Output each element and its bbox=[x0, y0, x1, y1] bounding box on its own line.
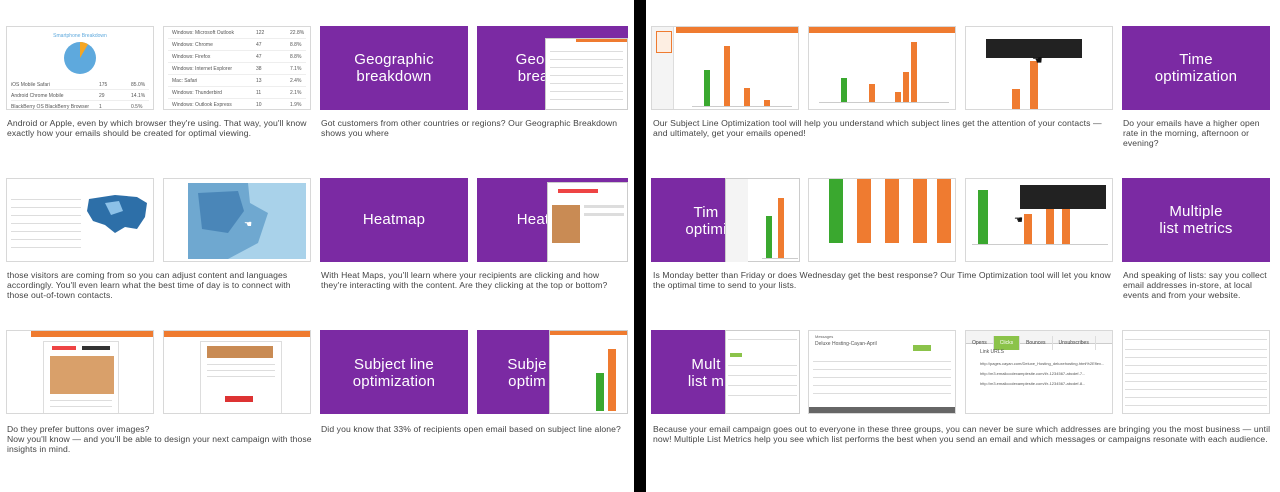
message-detail-header: Messages bbox=[815, 334, 834, 339]
hand-cursor-icon: ☚ bbox=[1032, 53, 1043, 67]
time-chart-screenshot bbox=[725, 178, 800, 262]
multiple-list-metrics-partial-label: Mult list m bbox=[687, 356, 725, 390]
caption-geographic: Got customers from other countries or re… bbox=[321, 118, 618, 138]
tooltip-box bbox=[986, 39, 1082, 58]
subject-line-slide-tile[interactable]: Subje optim bbox=[477, 330, 628, 414]
caption-campaign-groups: Because your email campaign goes out to … bbox=[653, 424, 1271, 444]
heatmap-label: Heatmap bbox=[362, 211, 426, 228]
time-optimization-label: Time optimization bbox=[1154, 51, 1238, 85]
heatmap-tile[interactable]: Heatmap bbox=[320, 178, 468, 262]
time-optimization-tile[interactable]: Time optimization bbox=[1122, 26, 1270, 110]
caption-subject-tool: Our Subject Line Optimization tool will … bbox=[653, 118, 1102, 138]
link-urls-header: Link URLS bbox=[980, 349, 1004, 355]
heatmap-partial-label: Heat bbox=[516, 211, 550, 228]
client-row: Windows: Chrome 47 8.8% bbox=[168, 39, 306, 51]
country-list-screenshot bbox=[545, 38, 628, 110]
tab-clicks[interactable]: Clicks bbox=[993, 336, 1021, 350]
heatmap-slide-tile[interactable]: Heat bbox=[477, 178, 628, 262]
tab-bounces[interactable]: Bounces bbox=[1020, 336, 1053, 350]
subject-chart-screenshot bbox=[549, 330, 628, 414]
link-url[interactable]: http://m3.emailcoolexamplesite.com/t/r-1… bbox=[980, 381, 1086, 386]
geographic-breakdown-label: Geographic breakdown bbox=[354, 51, 434, 85]
subject-bar-chart-thumbnail[interactable] bbox=[808, 26, 956, 110]
right-panel: ☚ Time optimization Our Subject Line Opt… bbox=[646, 0, 1280, 492]
client-row: Mac: Safari 13 2.4% bbox=[168, 75, 306, 87]
subject-line-chart-thumbnail[interactable] bbox=[651, 26, 799, 110]
map-frame bbox=[188, 183, 306, 259]
pie-title: Smartphone Breakdown bbox=[53, 33, 107, 39]
list-metrics-table-thumbnail[interactable] bbox=[1122, 330, 1270, 414]
caption-weekday: Is Monday better than Friday or does Wed… bbox=[653, 270, 1111, 290]
geographic-breakdown-slide-tile[interactable]: Geogr break bbox=[477, 26, 628, 110]
smartphone-pie-thumbnail[interactable]: Smartphone Breakdown iOS Mobile Safari 17… bbox=[6, 26, 154, 110]
client-row: Windows: Microsoft Outlook 122 22.8% bbox=[168, 27, 306, 39]
subject-line-label: Subject line optimization bbox=[352, 356, 436, 390]
pie-row: Android Chrome Mobile 29 14.1% bbox=[11, 90, 149, 101]
form-body bbox=[200, 341, 282, 413]
caption-open-rate: Do your emails have a higher open rate i… bbox=[1123, 118, 1260, 148]
us-map-icon bbox=[87, 195, 147, 233]
caption-browser: Android or Apple, even by which browser … bbox=[7, 118, 307, 138]
link-urls-thumbnail[interactable]: Opens Clicks Bounces Unsubscribes Link URLS… bbox=[965, 330, 1113, 414]
pie-chart bbox=[64, 42, 96, 74]
message-list-screenshot bbox=[725, 330, 800, 414]
left-panel: Smartphone Breakdown iOS Mobile Safari 17… bbox=[0, 0, 634, 492]
subject-line-optimization-tile[interactable]: Subject line optimization bbox=[320, 330, 468, 414]
hand-cursor-icon: ☚ bbox=[1014, 215, 1023, 226]
message-detail-title: Deluxe Hosting-Cayan-April bbox=[815, 341, 877, 347]
country-table bbox=[11, 191, 81, 257]
caption-heatmap: With Heat Maps, you'll learn where your … bbox=[321, 270, 608, 290]
email-form-thumbnail[interactable] bbox=[163, 330, 311, 414]
caption-lists: And speaking of lists: say you collect e… bbox=[1123, 270, 1267, 300]
geographic-breakdown-tile[interactable]: Geographic breakdown bbox=[320, 26, 468, 110]
tab-unsubscribes[interactable]: Unsubscribes bbox=[1053, 336, 1096, 350]
cursor-icon: ☚ bbox=[244, 219, 253, 229]
caption-subject-line: Did you know that 33% of recipients open… bbox=[321, 424, 621, 434]
subject-tooltip-thumbnail[interactable]: ☚ bbox=[965, 26, 1113, 110]
state-map-thumbnail[interactable]: ☚ bbox=[163, 178, 311, 262]
link-url[interactable]: http://pages.cayan.com/Deluxe_Hosting_de… bbox=[980, 361, 1105, 366]
client-row: Windows: Thunderbird 11 2.1% bbox=[168, 87, 306, 99]
client-row: Windows: Outlook Express 10 1.9% bbox=[168, 99, 306, 109]
newsletter-body bbox=[43, 341, 119, 413]
metrics-tabs: Opens Clicks Bounces Unsubscribes bbox=[966, 331, 1112, 350]
caption-visitors: those visitors are coming from so you ca… bbox=[7, 270, 291, 300]
email-client-table-thumbnail[interactable]: Windows: Microsoft Outlook 122 22.8% Windo… bbox=[163, 26, 311, 110]
tooltip-box bbox=[1020, 185, 1106, 209]
email-newsletter-thumbnail[interactable] bbox=[6, 330, 154, 414]
hourly-chart-tooltip-thumbnail[interactable]: ☚ bbox=[965, 178, 1113, 262]
link-url[interactable]: http://m3.emailcoolexamplesite.com/t/r-1… bbox=[980, 371, 1086, 376]
tab-opens[interactable]: Opens bbox=[966, 336, 994, 350]
client-row: Windows: Firefox 47 8.8% bbox=[168, 51, 306, 63]
pie-row: BlackBerry OS BlackBerry Browser 1 0.5% bbox=[11, 101, 149, 109]
multiple-list-metrics-slide-tile[interactable]: Mult list m bbox=[651, 330, 800, 414]
message-detail-thumbnail[interactable]: Messages Deluxe Hosting-Cayan-April bbox=[808, 330, 956, 414]
time-optimization-partial-label: Tim optimi bbox=[685, 204, 727, 238]
multiple-list-metrics-label: Multiple list metrics bbox=[1159, 203, 1233, 237]
us-map-table-thumbnail[interactable] bbox=[6, 178, 154, 262]
pie-row: iOS Mobile Safari 175 85.0% bbox=[11, 79, 149, 90]
email-preview-screenshot bbox=[547, 182, 628, 262]
multiple-list-metrics-tile[interactable]: Multiple list metrics bbox=[1122, 178, 1270, 262]
caption-buttons: Do they prefer buttons over images? Now … bbox=[7, 424, 312, 454]
time-optimization-slide-tile[interactable]: Tim optimi bbox=[651, 178, 800, 262]
client-row: Windows: Internet Explorer 38 7.1% bbox=[168, 63, 306, 75]
subject-line-partial-label: Subje optim bbox=[507, 356, 547, 390]
weekday-bar-chart-thumbnail[interactable] bbox=[808, 178, 956, 262]
